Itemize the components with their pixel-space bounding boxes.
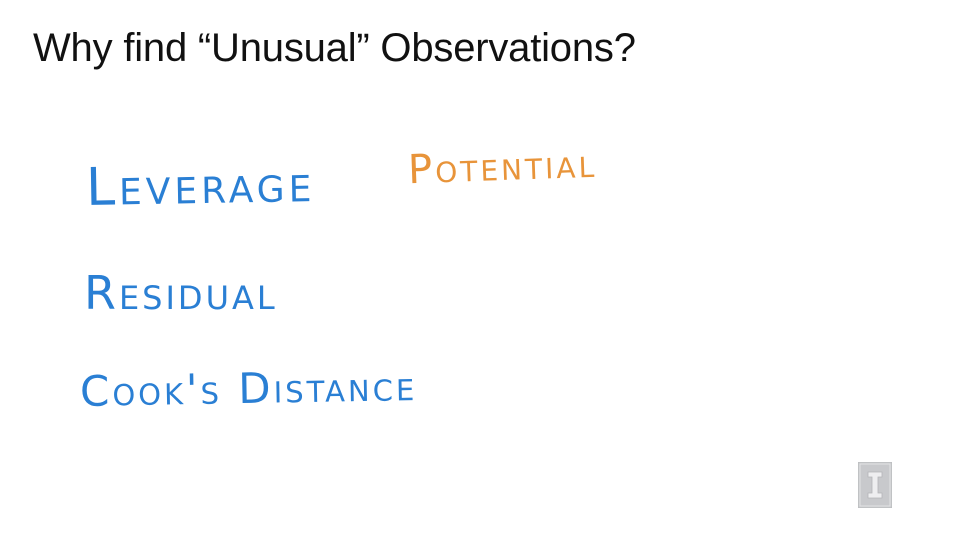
- handwritten-term-leverage: Leverage: [85, 154, 316, 218]
- university-logo-icon: [857, 461, 893, 509]
- slide-title: Why find “Unusual” Observations?: [33, 26, 636, 70]
- handwritten-annotation-potential: Potential: [407, 140, 598, 194]
- handwritten-term-cooks-distance: Cook's Distance: [79, 361, 418, 416]
- handwritten-term-residual: Residual: [84, 266, 278, 320]
